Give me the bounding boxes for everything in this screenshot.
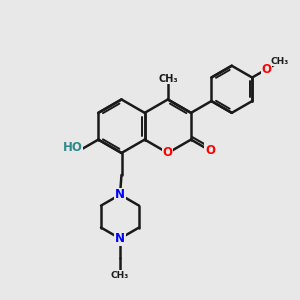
Text: HO: HO [63,141,83,154]
Text: O: O [262,63,272,76]
Text: CH₃: CH₃ [158,74,178,84]
Text: O: O [163,146,173,160]
Text: CH₃: CH₃ [271,57,289,66]
Text: CH₃: CH₃ [111,271,129,280]
Text: N: N [115,232,125,245]
Text: O: O [205,144,215,157]
Text: N: N [115,188,125,201]
